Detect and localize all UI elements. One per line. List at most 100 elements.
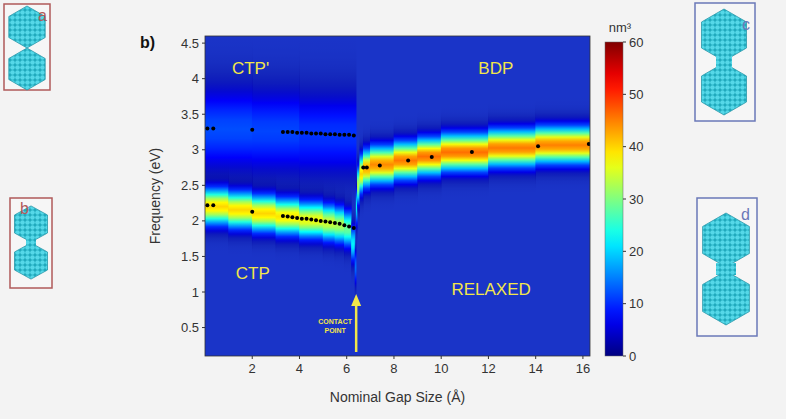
particle-neck (26, 237, 36, 249)
y-tick-label: 4 (192, 71, 199, 86)
nanoparticle (703, 271, 750, 325)
y-tick-label: 2 (192, 213, 199, 228)
data-point (295, 131, 299, 135)
band-strip (359, 126, 363, 223)
band-strip (276, 168, 300, 265)
y-tick-label: 2.5 (181, 178, 199, 193)
data-point (305, 217, 309, 221)
inset-label: b (20, 200, 29, 217)
data-point (250, 128, 254, 132)
x-tick-label: 6 (343, 361, 350, 376)
y-tick-label: 1 (192, 285, 199, 300)
x-axis-title: Nominal Gap Size (Å) (330, 389, 465, 405)
data-point (378, 163, 382, 167)
data-point (352, 134, 356, 138)
x-tick-label: 16 (576, 361, 590, 376)
contact-label: CONTACTPOINT (318, 318, 352, 334)
colorbar-tick-label: 60 (629, 35, 643, 50)
colorbar-tick-label: 50 (629, 87, 643, 102)
data-point (290, 215, 294, 219)
data-point (309, 217, 313, 221)
data-point (319, 219, 323, 223)
data-point (205, 203, 209, 207)
data-point (430, 155, 434, 159)
y-tick (202, 185, 205, 186)
x-tick (299, 356, 300, 359)
band-strip (441, 104, 489, 201)
y-tick-label: 0.5 (181, 320, 199, 335)
y-tick (202, 149, 205, 150)
x-tick-label: 8 (390, 361, 397, 376)
data-point (250, 210, 254, 214)
nanoparticle (9, 48, 45, 90)
contact-arrow-head (351, 294, 361, 306)
data-point (338, 133, 342, 137)
data-point (286, 215, 290, 219)
band-strip (252, 165, 276, 262)
figure: 2468101214160.511.522.533.544.5Nominal G… (0, 0, 786, 419)
annotation: CTP' (232, 59, 269, 78)
data-point (281, 214, 285, 218)
colorbar-tick (623, 42, 626, 43)
panel-label: b) (140, 34, 155, 51)
annotation: RELAXED (451, 280, 530, 299)
y-tick (202, 220, 205, 221)
data-point (323, 220, 327, 224)
x-tick-label: 10 (434, 361, 448, 376)
band-strip (228, 162, 252, 259)
inset: b (10, 198, 52, 288)
contact-arrow (355, 304, 358, 352)
colorbar-tick-label: 10 (629, 296, 643, 311)
data-point (211, 203, 215, 207)
nanoparticle (702, 9, 747, 61)
colorbar-label: nm³ (609, 20, 632, 35)
data-point (342, 223, 346, 227)
y-tick-label: 3.5 (181, 107, 199, 122)
data-point (314, 131, 318, 135)
data-point (319, 131, 323, 135)
band-strip (205, 158, 229, 255)
inset-label: d (741, 206, 750, 223)
y-axis-title: Frequency (eV) (147, 148, 163, 244)
x-tick (488, 356, 489, 359)
colorbar-tick (623, 303, 626, 304)
data-point (205, 126, 209, 130)
x-tick (535, 356, 536, 359)
colorbar-tick-label: 40 (629, 139, 643, 154)
colorbar-tick (623, 199, 626, 200)
data-point (333, 132, 337, 136)
y-tick-label: 3 (192, 142, 199, 157)
band-strip (344, 180, 352, 277)
inset-frame (695, 3, 755, 121)
colorbar-tick-label: 30 (629, 192, 643, 207)
particle-neck (716, 56, 732, 68)
data-point (352, 226, 356, 230)
data-point (305, 131, 309, 135)
band-strip (351, 196, 355, 293)
data-point (347, 225, 351, 229)
band-strip (535, 97, 590, 194)
inset-label: c (742, 16, 750, 33)
y-tick-label: 4.5 (181, 36, 199, 51)
band-strip (417, 108, 441, 205)
colorbar-tick (623, 94, 626, 95)
x-tick-label: 14 (528, 361, 542, 376)
data-point (295, 216, 299, 220)
colorbar (605, 42, 623, 356)
inset: d (697, 198, 757, 336)
colorbar-tick (623, 356, 626, 357)
data-point (365, 166, 369, 170)
inset: a (4, 4, 50, 90)
x-tick-label: 12 (481, 361, 495, 376)
y-tick (202, 114, 205, 115)
inset-frame (10, 198, 52, 288)
nanoparticle (702, 63, 747, 115)
data-point (314, 218, 318, 222)
data-point (309, 131, 313, 135)
data-point (286, 130, 290, 134)
colorbar-tick-label: 20 (629, 244, 643, 259)
band-strip (394, 112, 418, 209)
band-strip (299, 171, 323, 268)
data-point (328, 132, 332, 136)
x-tick (393, 356, 394, 359)
